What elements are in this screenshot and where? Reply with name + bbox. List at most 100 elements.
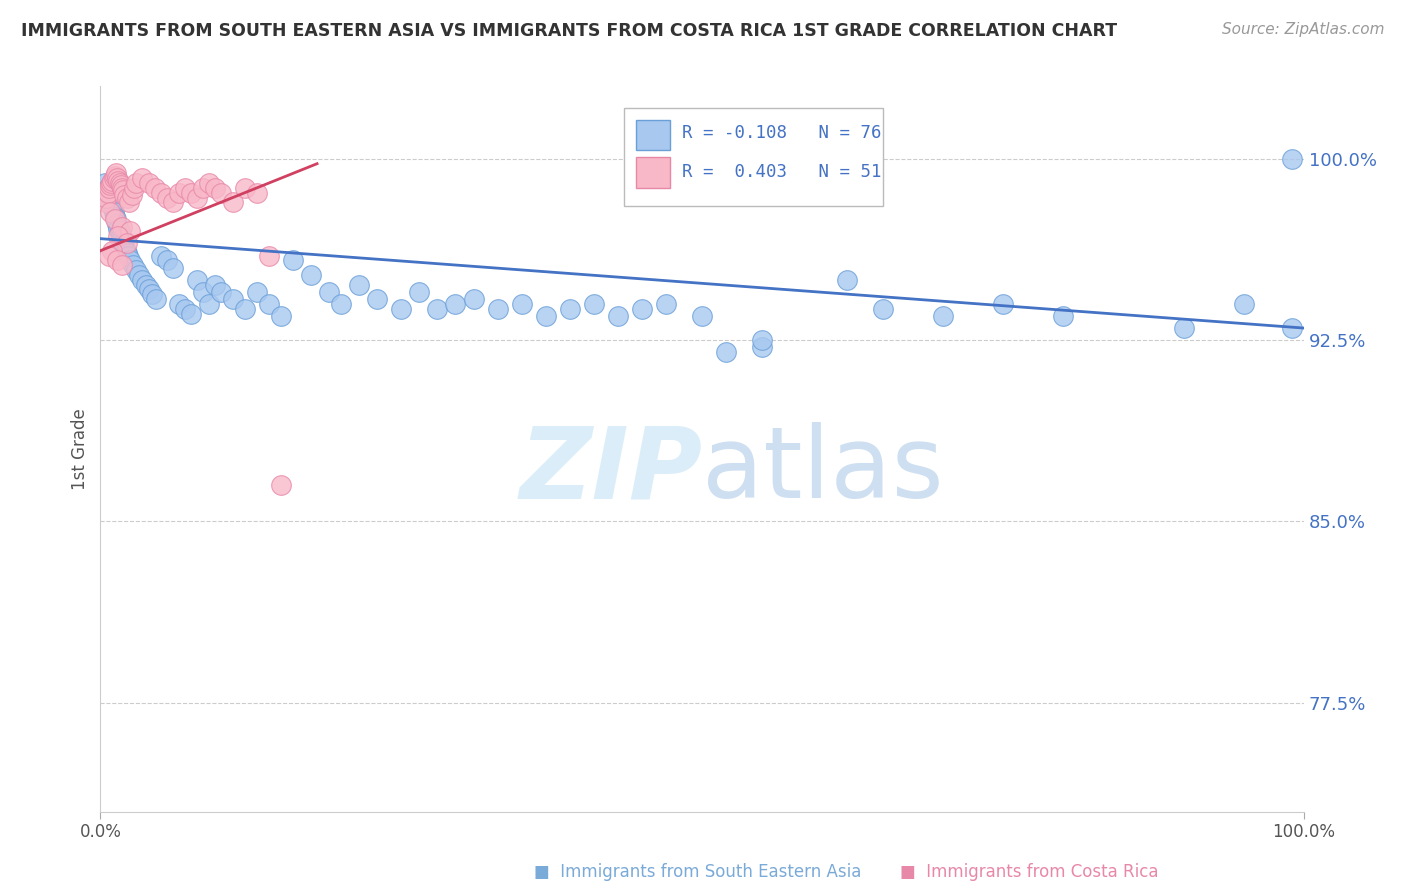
Text: ZIP: ZIP bbox=[519, 422, 702, 519]
Point bbox=[558, 301, 581, 316]
Point bbox=[716, 345, 738, 359]
Point bbox=[115, 246, 138, 260]
Point bbox=[120, 253, 142, 268]
Point bbox=[186, 190, 208, 204]
Point bbox=[932, 309, 955, 323]
Point bbox=[131, 171, 153, 186]
Point bbox=[104, 212, 127, 227]
Point bbox=[191, 181, 214, 195]
Point bbox=[204, 181, 226, 195]
Point bbox=[107, 229, 129, 244]
Point bbox=[103, 171, 125, 186]
Point bbox=[246, 285, 269, 299]
Point bbox=[204, 277, 226, 292]
Point bbox=[751, 340, 773, 354]
Point bbox=[1173, 321, 1195, 335]
Point bbox=[97, 249, 120, 263]
Point bbox=[186, 273, 208, 287]
Point bbox=[94, 176, 117, 190]
Point bbox=[222, 292, 245, 306]
Point bbox=[690, 309, 713, 323]
Point bbox=[108, 224, 131, 238]
Text: R = -0.108   N = 76: R = -0.108 N = 76 bbox=[682, 124, 882, 142]
Point bbox=[149, 186, 172, 200]
Point bbox=[347, 277, 370, 292]
Point bbox=[233, 181, 256, 195]
Point bbox=[138, 176, 160, 190]
Point bbox=[145, 292, 167, 306]
Point bbox=[121, 188, 143, 202]
Point bbox=[98, 205, 121, 219]
Text: Source: ZipAtlas.com: Source: ZipAtlas.com bbox=[1222, 22, 1385, 37]
Point bbox=[197, 297, 219, 311]
Point bbox=[582, 297, 605, 311]
Point bbox=[98, 193, 121, 207]
Point bbox=[233, 301, 256, 316]
Text: R =  0.403   N = 51: R = 0.403 N = 51 bbox=[682, 163, 882, 181]
Point bbox=[835, 273, 858, 287]
Point bbox=[96, 190, 118, 204]
Point bbox=[222, 195, 245, 210]
Point bbox=[105, 253, 128, 268]
Point bbox=[631, 301, 654, 316]
Point bbox=[101, 174, 124, 188]
Point bbox=[110, 178, 132, 193]
FancyBboxPatch shape bbox=[624, 108, 883, 206]
Point bbox=[1281, 321, 1303, 335]
Point bbox=[510, 297, 533, 311]
Point bbox=[107, 174, 129, 188]
Point bbox=[180, 186, 202, 200]
Point bbox=[110, 229, 132, 244]
Point bbox=[444, 297, 467, 311]
Point bbox=[112, 239, 135, 253]
Point bbox=[162, 260, 184, 275]
Point bbox=[167, 297, 190, 311]
Point bbox=[100, 176, 122, 190]
Point bbox=[111, 181, 134, 195]
Point bbox=[103, 205, 125, 219]
Point bbox=[94, 195, 117, 210]
Point bbox=[105, 212, 128, 227]
Point bbox=[408, 285, 430, 299]
Point bbox=[105, 166, 128, 180]
Text: ■  Immigrants from Costa Rica: ■ Immigrants from Costa Rica bbox=[900, 863, 1159, 881]
Point bbox=[97, 181, 120, 195]
Point bbox=[143, 181, 166, 195]
Point bbox=[1052, 309, 1074, 323]
Point bbox=[180, 307, 202, 321]
Point bbox=[991, 297, 1014, 311]
Point bbox=[97, 186, 120, 200]
Point bbox=[125, 263, 148, 277]
Y-axis label: 1st Grade: 1st Grade bbox=[72, 408, 89, 490]
Point bbox=[117, 249, 139, 263]
Point bbox=[111, 232, 134, 246]
Point bbox=[105, 217, 128, 231]
Point bbox=[366, 292, 388, 306]
Point bbox=[114, 244, 136, 258]
Point bbox=[125, 176, 148, 190]
Bar bbox=[636, 120, 669, 150]
Point bbox=[115, 190, 138, 204]
Point bbox=[138, 282, 160, 296]
Point bbox=[534, 309, 557, 323]
Point bbox=[173, 301, 195, 316]
Point bbox=[162, 195, 184, 210]
Point bbox=[112, 188, 135, 202]
Point bbox=[463, 292, 485, 306]
Point bbox=[104, 210, 127, 224]
Point bbox=[209, 285, 232, 299]
Point bbox=[111, 219, 134, 234]
Point bbox=[872, 301, 894, 316]
Point bbox=[299, 268, 322, 282]
Point bbox=[149, 249, 172, 263]
Point bbox=[112, 183, 135, 197]
Point bbox=[131, 273, 153, 287]
Point bbox=[135, 277, 157, 292]
Text: IMMIGRANTS FROM SOUTH EASTERN ASIA VS IMMIGRANTS FROM COSTA RICA 1ST GRADE CORRE: IMMIGRANTS FROM SOUTH EASTERN ASIA VS IM… bbox=[21, 22, 1118, 40]
Point bbox=[155, 190, 177, 204]
Point bbox=[607, 309, 630, 323]
Point bbox=[1281, 152, 1303, 166]
Point bbox=[330, 297, 353, 311]
Point bbox=[209, 186, 232, 200]
Point bbox=[389, 301, 412, 316]
